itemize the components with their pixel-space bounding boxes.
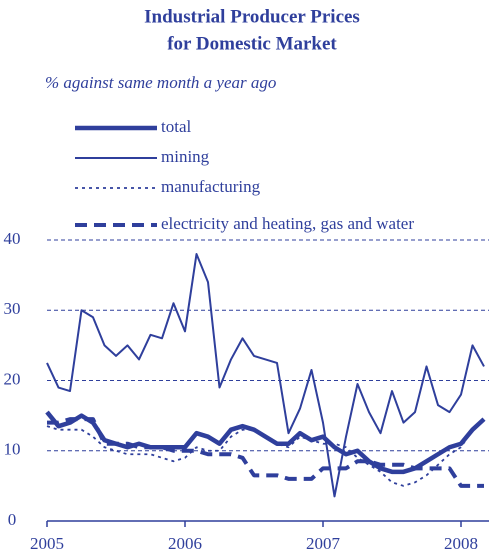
legend-label: electricity and heating, gas and water: [161, 214, 414, 233]
series-line: [45, 410, 486, 475]
y-tick-label: 20: [4, 369, 21, 388]
y-axis-label: % against same month a year ago: [45, 73, 276, 92]
legend-label: total: [161, 117, 191, 136]
chart-title: Industrial Producer Prices: [144, 6, 360, 27]
series-line: [47, 417, 484, 488]
y-tick-label: 0: [8, 510, 17, 529]
chart-subtitle: for Domestic Market: [167, 33, 337, 54]
x-tick-label: 2007: [306, 534, 341, 553]
series-line: [46, 418, 485, 487]
y-tick-label: 40: [4, 229, 21, 248]
legend-label: mining: [161, 147, 210, 166]
series-line: [46, 253, 485, 498]
x-tick-label: 2006: [168, 534, 202, 553]
y-tick-label: 30: [4, 299, 21, 318]
legend-label: manufacturing: [161, 177, 261, 196]
x-tick-label: 2005: [30, 534, 64, 553]
y-tick-label: 10: [4, 440, 21, 459]
x-tick-label: 2008: [444, 534, 478, 553]
